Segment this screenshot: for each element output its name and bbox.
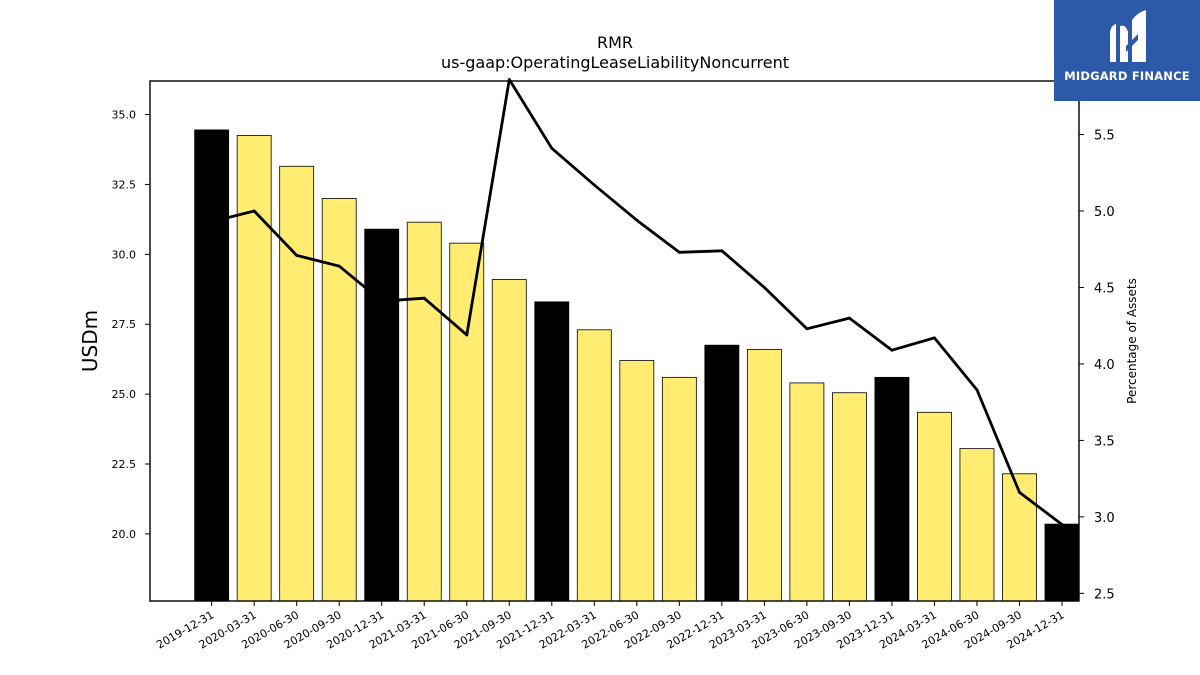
line-point bbox=[933, 336, 936, 340]
line-point bbox=[422, 296, 426, 300]
y-tick-label: 25.0 bbox=[112, 388, 137, 401]
bar bbox=[874, 376, 910, 602]
bar bbox=[704, 344, 740, 602]
y2-tick-label: 4.0 bbox=[1094, 358, 1115, 373]
bar bbox=[449, 242, 485, 602]
bar bbox=[236, 135, 272, 602]
line-point bbox=[635, 218, 639, 222]
y2-tick-label: 3.5 bbox=[1094, 434, 1115, 449]
line-point bbox=[762, 286, 766, 289]
left-axis: 20.0 22.5 25.0 27.5 30.0 32.5 35.0 bbox=[112, 109, 150, 541]
bar bbox=[619, 360, 655, 602]
bar bbox=[746, 348, 782, 602]
chart-title: RMR bbox=[597, 33, 633, 52]
y2-tick-label: 4.5 bbox=[1094, 281, 1115, 296]
bar bbox=[661, 376, 697, 602]
y-tick-label: 35.0 bbox=[112, 109, 137, 122]
x-axis: 2019-12-312020-03-312020-06-302020-09-30… bbox=[154, 601, 1066, 652]
line-point bbox=[210, 220, 214, 224]
logo-mark-icon bbox=[1110, 10, 1146, 63]
y2-tick-label: 2.5 bbox=[1094, 587, 1115, 602]
bar bbox=[576, 329, 612, 602]
bar bbox=[832, 392, 867, 602]
bar bbox=[406, 221, 442, 602]
y-axis-label: USDm bbox=[78, 310, 102, 372]
bar bbox=[1044, 523, 1080, 602]
bar bbox=[959, 448, 995, 602]
line-point bbox=[1060, 523, 1064, 526]
line-point bbox=[805, 327, 809, 331]
line-point bbox=[337, 264, 341, 268]
bar bbox=[1002, 473, 1037, 602]
y-tick-label: 30.0 bbox=[112, 248, 137, 261]
line-point bbox=[592, 183, 596, 187]
line-point bbox=[848, 316, 851, 320]
bar bbox=[279, 165, 315, 602]
line-point bbox=[252, 209, 256, 213]
y2-axis-label: Percentage of Assets bbox=[1125, 278, 1139, 404]
line-point bbox=[720, 249, 724, 253]
line-point bbox=[890, 348, 894, 352]
y-tick-label: 32.5 bbox=[112, 178, 137, 191]
y-tick-label: 20.0 bbox=[112, 528, 137, 541]
y-tick-label: 22.5 bbox=[112, 458, 137, 471]
line-point bbox=[1018, 491, 1021, 494]
line-point bbox=[465, 333, 469, 337]
line-point bbox=[295, 253, 299, 257]
line-point bbox=[380, 299, 384, 303]
bar bbox=[194, 129, 230, 602]
line-point bbox=[507, 78, 511, 81]
bar bbox=[491, 279, 527, 602]
line-point bbox=[677, 250, 681, 254]
y2-tick-label: 5.5 bbox=[1094, 129, 1115, 144]
bars-layer bbox=[194, 129, 1080, 602]
line-point bbox=[550, 146, 554, 150]
y2-tick-label: 5.0 bbox=[1094, 205, 1115, 220]
midgard-finance-logo: MIDGARD FINANCE bbox=[1054, 0, 1200, 101]
line-point bbox=[975, 388, 979, 392]
bar bbox=[321, 198, 357, 602]
y-tick-label: 27.5 bbox=[112, 318, 137, 331]
bar bbox=[917, 411, 952, 602]
logo-text: MIDGARD FINANCE bbox=[1064, 69, 1190, 83]
line-layer bbox=[210, 78, 1064, 526]
chart-subtitle: us-gaap:OperatingLeaseLiabilityNoncurren… bbox=[441, 53, 789, 72]
y2-tick-label: 3.0 bbox=[1094, 511, 1115, 526]
plot-frame bbox=[149, 80, 1080, 602]
bar bbox=[364, 228, 400, 602]
bar bbox=[789, 382, 825, 602]
right-axis: 2.5 3.0 3.5 4.0 4.5 5.0 5.5 bbox=[1079, 129, 1115, 602]
bar bbox=[534, 301, 570, 602]
